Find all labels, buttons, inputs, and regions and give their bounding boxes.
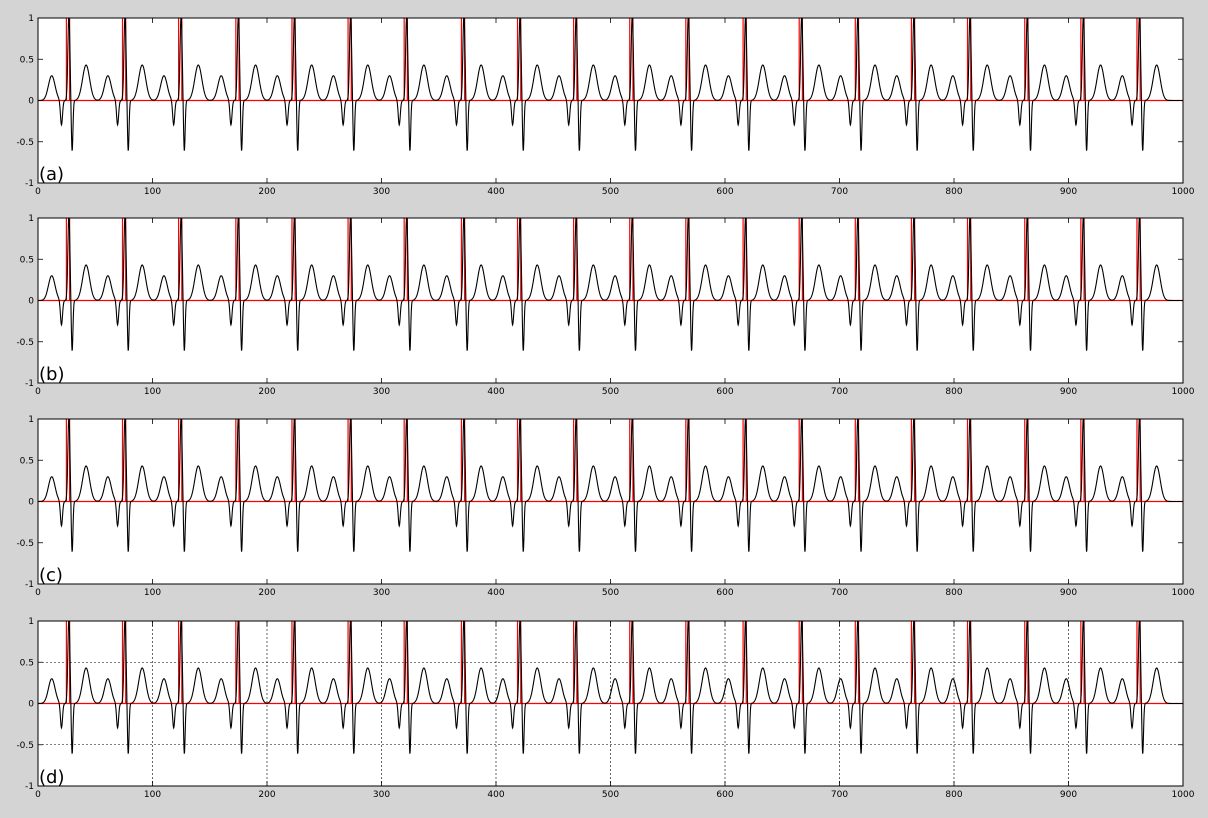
y-tick-label: -1 xyxy=(25,782,34,792)
x-tick-label: 800 xyxy=(945,387,962,397)
y-tick-label: -0.5 xyxy=(16,741,34,751)
x-tick-label: 700 xyxy=(831,387,848,397)
x-tick-label: 700 xyxy=(831,187,848,197)
x-tick-label: 300 xyxy=(373,790,390,800)
x-tick-label: 400 xyxy=(487,187,504,197)
x-tick-label: 200 xyxy=(258,387,275,397)
y-tick-label: 1 xyxy=(28,214,34,224)
x-tick-label: 0 xyxy=(35,387,41,397)
x-tick-label: 800 xyxy=(945,790,962,800)
x-tick-label: 0 xyxy=(35,187,41,197)
y-tick-label: -0.5 xyxy=(16,539,34,549)
x-tick-label: 0 xyxy=(35,790,41,800)
ecg-trace xyxy=(37,419,1183,552)
x-tick-label: 1000 xyxy=(1172,187,1195,197)
x-tick-label: 1000 xyxy=(1172,790,1195,800)
x-tick-label: 700 xyxy=(831,588,848,598)
x-tick-label: 500 xyxy=(602,187,619,197)
x-tick-label: 300 xyxy=(373,187,390,197)
ecg-trace xyxy=(37,621,1183,754)
x-tick-label: 1000 xyxy=(1172,387,1195,397)
panel-label: (c) xyxy=(39,565,63,586)
x-tick-label: 600 xyxy=(716,387,733,397)
y-tick-label: 0 xyxy=(28,297,34,307)
y-tick-label: -1 xyxy=(25,379,34,389)
panel-d: 0 100 200 300 400 500 600 700 800 900 1000 1 0.5 0 -0.… xyxy=(16,617,1194,800)
x-tick-label: 100 xyxy=(144,387,161,397)
y-tick-label: 1 xyxy=(28,415,34,425)
ecg-trace xyxy=(37,218,1183,351)
y-tick-label: 0 xyxy=(28,700,34,710)
panel-label: (d) xyxy=(39,767,64,788)
y-tick-label: 0.5 xyxy=(20,255,34,265)
y-tick-label: 0.5 xyxy=(20,55,34,65)
x-tick-label: 800 xyxy=(945,588,962,598)
x-tick-label: 100 xyxy=(144,187,161,197)
x-tick-label: 900 xyxy=(1060,187,1077,197)
x-tick-label: 300 xyxy=(373,588,390,598)
panel-b: 0 100 200 300 400 500 600 700 800 900 1000 1 0.5 0 -0.… xyxy=(16,214,1194,397)
y-tick-label: 0 xyxy=(28,498,34,508)
x-tick-label: 900 xyxy=(1060,588,1077,598)
x-tick-label: 600 xyxy=(716,790,733,800)
x-tick-label: 500 xyxy=(602,588,619,598)
panel-c: 0 100 200 300 400 500 600 700 800 900 1000 1 0.5 0 -0.… xyxy=(16,415,1194,598)
panel-a: 0 100 200 300 400 500 600 700 800 900 1000 1 0.5 0 -0.… xyxy=(16,14,1194,197)
ecg-trace xyxy=(37,18,1183,151)
y-tick-label: 0 xyxy=(28,97,34,107)
x-tick-label: 500 xyxy=(602,790,619,800)
x-tick-label: 400 xyxy=(487,387,504,397)
x-tick-label: 200 xyxy=(258,187,275,197)
y-tick-label: -1 xyxy=(25,179,34,189)
x-tick-label: 0 xyxy=(35,588,41,598)
y-tick-label: 0.5 xyxy=(20,456,34,466)
panel-label: (a) xyxy=(39,164,64,185)
y-tick-label: -0.5 xyxy=(16,138,34,148)
x-tick-label: 700 xyxy=(831,790,848,800)
y-tick-label: 0.5 xyxy=(20,658,34,668)
y-tick-label: -0.5 xyxy=(16,338,34,348)
x-tick-label: 400 xyxy=(487,790,504,800)
x-tick-label: 100 xyxy=(144,790,161,800)
x-tick-label: 900 xyxy=(1060,387,1077,397)
x-tick-label: 100 xyxy=(144,588,161,598)
x-tick-label: 200 xyxy=(258,790,275,800)
x-tick-label: 500 xyxy=(602,387,619,397)
panel-label: (b) xyxy=(39,364,64,385)
x-tick-label: 400 xyxy=(487,588,504,598)
y-tick-label: -1 xyxy=(25,580,34,590)
x-tick-label: 200 xyxy=(258,588,275,598)
x-tick-label: 900 xyxy=(1060,790,1077,800)
y-tick-label: 1 xyxy=(28,14,34,24)
x-tick-label: 800 xyxy=(945,187,962,197)
x-tick-label: 300 xyxy=(373,387,390,397)
x-tick-label: 600 xyxy=(716,187,733,197)
x-tick-label: 600 xyxy=(716,588,733,598)
y-tick-label: 1 xyxy=(28,617,34,627)
x-tick-label: 1000 xyxy=(1172,588,1195,598)
